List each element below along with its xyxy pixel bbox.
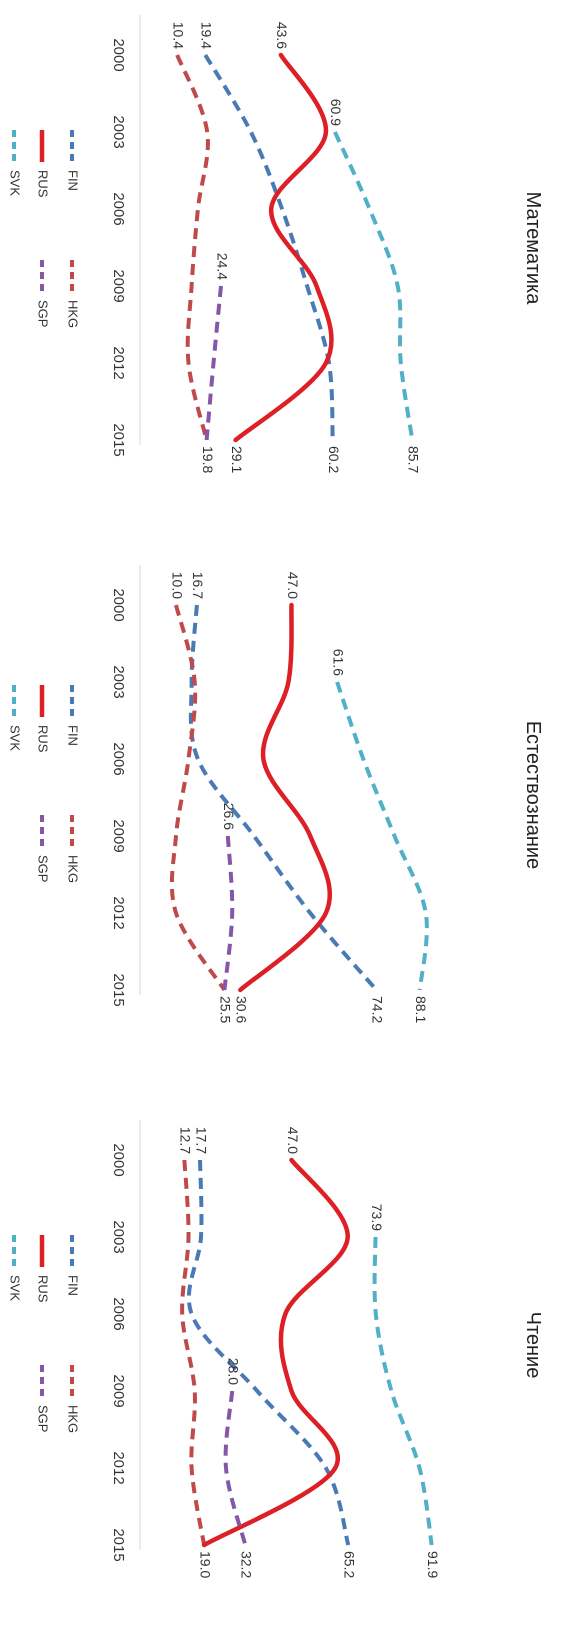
data-label: 10.4 (171, 22, 187, 49)
data-label: 12.7 (178, 1127, 194, 1154)
data-label: 29.1 (229, 446, 245, 473)
legend-label: HKG (66, 1405, 81, 1433)
data-label: 19.8 (200, 446, 216, 473)
x-tick-label: 2006 (110, 192, 127, 225)
data-label: 88.1 (413, 996, 429, 1023)
legend-label: RUS (36, 725, 51, 753)
series-line-hkg (175, 54, 210, 441)
chart-title: Чтение (522, 1312, 544, 1379)
legend-label: SVK (8, 1275, 23, 1301)
x-tick-label: 2015 (110, 423, 127, 456)
series-line-rus (238, 602, 332, 993)
chart-title: Математика (522, 192, 544, 306)
data-label: 26.6 (221, 803, 237, 830)
data-label: 47.0 (285, 572, 301, 599)
series-line-fin (186, 1159, 351, 1546)
x-tick-label: 2012 (110, 1451, 127, 1484)
legend-label: SGP (36, 855, 51, 882)
legend-label: RUS (36, 170, 51, 198)
series-line-svk (372, 1236, 434, 1546)
legend-label: SVK (8, 725, 23, 751)
series-line-svk (335, 681, 429, 991)
data-label: 43.6 (274, 22, 290, 49)
chart-panel-1: Математика 2000 2003 2006 2009 2012 2015 19.4 60… (8, 15, 544, 473)
data-label: 60.9 (328, 99, 344, 126)
data-label: 32.2 (239, 1551, 255, 1578)
series-line-sgp (222, 835, 235, 991)
data-label: 74.2 (370, 996, 386, 1023)
x-tick-label: 2012 (110, 346, 127, 379)
x-tick-label: 2009 (110, 819, 127, 852)
chart-title: Естествознание (522, 721, 544, 869)
data-label: 17.7 (193, 1127, 209, 1154)
legend-label: HKG (66, 855, 81, 883)
data-label: 85.7 (406, 446, 422, 473)
legend-label: SVK (8, 170, 23, 196)
data-label: 16.7 (190, 572, 206, 599)
series-line-fin (188, 604, 378, 992)
x-tick-label: 2012 (110, 896, 127, 929)
legend-label: RUS (36, 1275, 51, 1303)
legend-label: FIN (66, 1275, 81, 1296)
data-label: 19.0 (197, 1551, 213, 1578)
data-label: 24.4 (214, 253, 230, 280)
data-label: 91.9 (425, 1551, 441, 1578)
x-tick-label: 2000 (110, 1143, 127, 1176)
data-label: 47.0 (285, 1127, 301, 1154)
series-line-sgp (223, 1390, 248, 1546)
legend-label: FIN (66, 725, 81, 746)
series-line-fin (203, 53, 335, 441)
series-line-svk (333, 131, 415, 441)
data-label: 19.4 (199, 22, 215, 49)
series-line-rus (233, 52, 334, 443)
data-label: 61.6 (330, 649, 346, 676)
x-tick-label: 2003 (110, 115, 127, 148)
data-label: 10.0 (169, 572, 185, 599)
chart-panel-3: Чтение 2000 2003 2006 2009 2012 2015 17.7 65.2 12… (8, 1120, 544, 1578)
x-tick-label: 2006 (110, 742, 127, 775)
data-label: 60.2 (326, 446, 342, 473)
x-tick-label: 2003 (110, 1220, 127, 1253)
x-tick-label: 2009 (110, 269, 127, 302)
x-tick-label: 2000 (110, 38, 127, 71)
series-line-hkg (169, 604, 227, 992)
legend-label: HKG (66, 300, 81, 328)
data-label: 25.5 (218, 996, 234, 1023)
x-tick-label: 2015 (110, 973, 127, 1006)
legend-label: SGP (36, 1405, 51, 1432)
series-line-rus (201, 1157, 350, 1548)
x-tick-label: 2009 (110, 1374, 127, 1407)
x-tick-label: 2006 (110, 1297, 127, 1330)
x-tick-label: 2000 (110, 588, 127, 621)
data-label: 30.6 (234, 996, 250, 1023)
chart-panel-2: Естествознание 2000 2003 2006 2009 2012 2015 16… (8, 565, 544, 1023)
data-label: 65.2 (342, 1551, 358, 1578)
x-tick-label: 2015 (110, 1528, 127, 1561)
series-line-sgp (204, 285, 223, 441)
legend-label: FIN (66, 170, 81, 191)
x-tick-label: 2003 (110, 665, 127, 698)
legend-label: SGP (36, 300, 51, 327)
data-label: 28.0 (225, 1358, 241, 1385)
data-label: 73.9 (369, 1204, 385, 1231)
